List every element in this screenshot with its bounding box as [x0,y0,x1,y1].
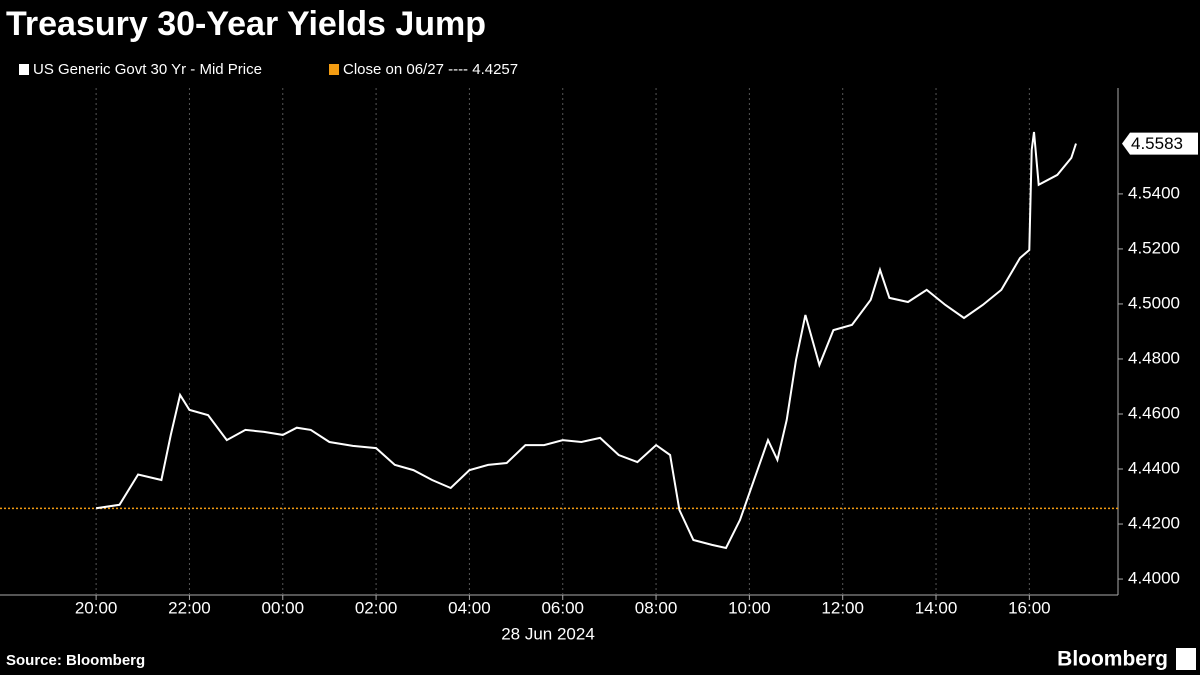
y-tick-label: 4.5400 [1128,183,1180,202]
y-tick-label: 4.4000 [1128,569,1180,588]
y-tick-label: 4.4400 [1128,458,1180,477]
y-tick-label: 4.4800 [1128,348,1180,367]
x-tick-label: 08:00 [635,598,678,617]
brand: Bloomberg [1057,648,1168,671]
y-tick-label: 4.5200 [1128,238,1180,257]
last-value-label: 4.5583 [1131,134,1183,153]
brand-icon [1176,648,1196,670]
x-tick-label: 04:00 [448,598,491,617]
x-tick-label: 06:00 [541,598,584,617]
series-line [95,131,1077,550]
y-tick-label: 4.4200 [1128,514,1180,533]
source: Source: Bloomberg [6,652,145,669]
x-tick-label: 16:00 [1008,598,1051,617]
x-tick-label: 12:00 [821,598,864,617]
legend-swatch [19,64,29,75]
x-tick-label: 10:00 [728,598,771,617]
x-axis-label: 28 Jun 2024 [501,624,595,643]
x-tick-label: 00:00 [261,598,304,617]
x-tick-label: 02:00 [355,598,398,617]
legend-label: US Generic Govt 30 Yr - Mid Price [33,61,262,78]
x-tick-label: 14:00 [915,598,958,617]
x-tick-label: 20:00 [75,598,118,617]
y-tick-label: 4.5000 [1128,293,1180,312]
x-tick-label: 22:00 [168,598,211,617]
chart-title: Treasury 30-Year Yields Jump [6,5,486,43]
y-tick-label: 4.4600 [1128,403,1180,422]
legend-swatch [329,64,339,75]
legend-label: Close on 06/27 ---- 4.4257 [343,61,518,78]
last-value-box [1122,132,1198,155]
